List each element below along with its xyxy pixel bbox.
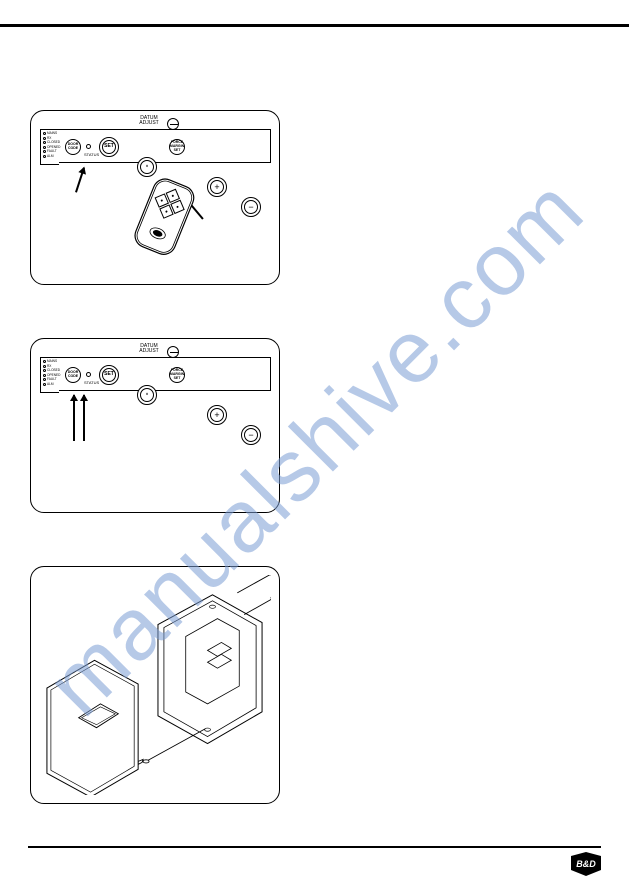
set-button-2 [99,365,119,385]
datum-adjust-knob [167,118,179,130]
led-alm: ALM [47,155,54,158]
remote-fob [123,173,205,273]
force-margin-button-2 [169,367,185,383]
led-column: MAINS RX CLOSED OPENED FAULT ALM [43,132,57,158]
page-bottom-rule [28,846,601,848]
plus-button-2: + [207,405,227,425]
minus-button-2: − [241,425,261,445]
logo-text: B&D [576,859,596,869]
led-column-2: MAINS RX CLOSED OPENED FAULT ALM [43,360,57,386]
arrow-to-door-code-2 [73,395,75,441]
opener-button-2: ⬍ [137,385,157,405]
door-code-button-2 [65,367,81,383]
control-strip-2: DATUM ADJUST MAINS RX CLOSED OPENED FAUL… [59,357,271,391]
set-button [99,137,119,157]
led-fault: FAULT [47,150,57,153]
datum-label: DATUM ADJUST [134,116,164,126]
arrow-to-door-code [75,167,85,192]
figure-panel-3 [30,566,280,804]
figure-panel-2: DATUM ADJUST MAINS RX CLOSED OPENED FAUL… [30,338,280,513]
figure-panel-1: DATUM ADJUST MAINS RX CLOSED OPENED FAUL… [30,110,280,285]
control-strip: DATUM ADJUST MAINS RX CLOSED OPENED FAUL… [59,129,271,163]
status-led-2 [86,372,91,377]
datum-adjust-knob-2 [167,346,179,358]
status-label-2: STATUS [84,380,99,385]
minus-button: − [241,197,261,217]
plus-button: + [207,177,227,197]
datum-label-2: DATUM ADJUST [134,344,164,354]
led-mains: MAINS [47,132,57,135]
status-led [86,144,91,149]
status-label: STATUS [84,152,99,157]
page-top-rule [0,24,629,27]
led-closed: CLOSED [47,141,60,144]
force-margin-button [169,139,185,155]
brand-logo: B&D [569,852,603,876]
exploded-wall-mount [39,575,271,795]
door-code-button [65,139,81,155]
arrow-to-status-led [83,395,85,441]
